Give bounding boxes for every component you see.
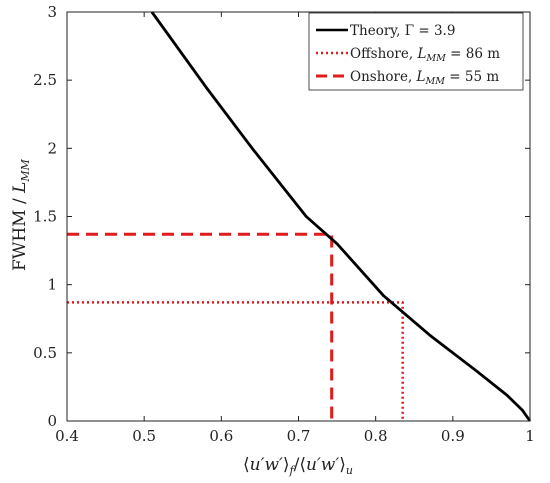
legend-entry-offshore: Offshore, LMM = 86 m <box>350 46 500 64</box>
x-tick-label: 0.8 <box>364 427 388 445</box>
plot-lines <box>67 11 532 422</box>
y-tick-label: 0.5 <box>33 344 57 362</box>
x-tick-label: 0.5 <box>132 427 156 445</box>
y-tick-label: 0 <box>47 412 57 430</box>
y-tick-label: 1 <box>47 276 57 294</box>
x-tick-label: 0.7 <box>287 427 311 445</box>
y-tick-label: 1.5 <box>33 208 57 226</box>
x-tick-label: 0.6 <box>209 427 233 445</box>
x-tick-label: 0.4 <box>55 427 79 445</box>
x-tick-label: 0.9 <box>441 427 465 445</box>
y-tick-label: 2.5 <box>33 71 57 89</box>
x-tick-label: 1 <box>525 427 535 445</box>
y-axis-label: FWHM / LMM <box>10 158 32 271</box>
series-line-onshore <box>67 232 334 421</box>
series-line-theory <box>150 11 532 422</box>
y-tick-label: 3 <box>47 3 57 21</box>
x-axis-label: ⟨u′w′⟩f/⟨u′w′⟩u <box>243 455 353 477</box>
legend-entry-theory: Theory, Γ = 3.9 <box>350 23 455 39</box>
legend: Theory, Γ = 3.9 Offshore, LMM = 86 m Ons… <box>308 12 524 91</box>
series-line-offshore <box>67 301 404 421</box>
y-tick-label: 2 <box>47 139 57 157</box>
legend-box <box>308 12 524 91</box>
legend-entry-onshore: Onshore, LMM = 55 m <box>350 69 499 87</box>
